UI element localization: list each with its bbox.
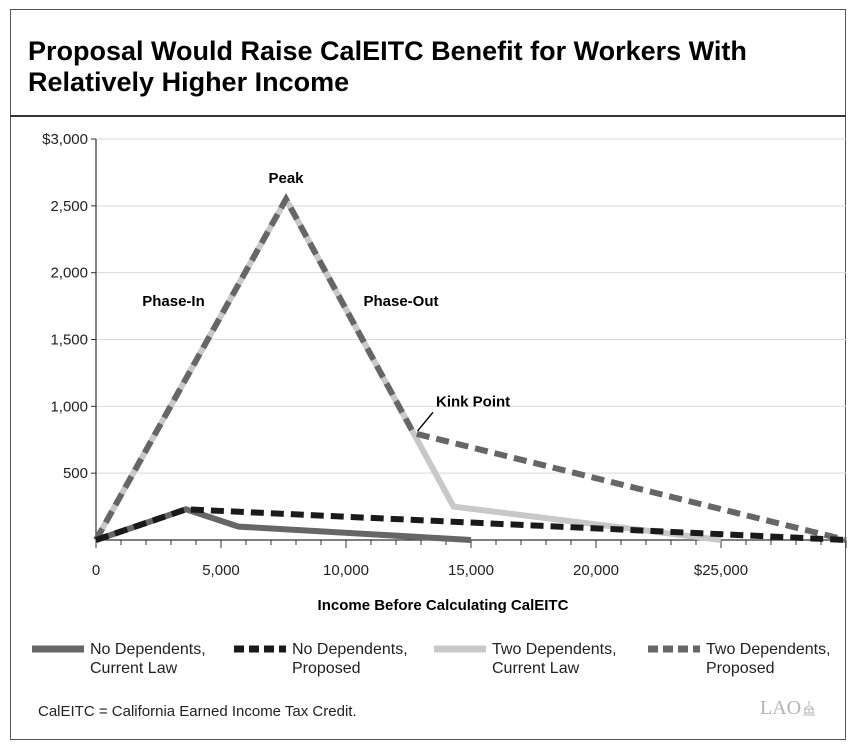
annotations: Peak Phase-In Phase-Out Kink Point [142, 170, 510, 432]
legend-label-line: No Dependents, [90, 641, 206, 658]
x-tick-label-0: 0 [92, 562, 100, 579]
legend-label-no-dependents-current-law: No Dependents, Current Law [90, 640, 206, 678]
legend-item-two-dependents-current-law: Two Dependents, Current Law [434, 640, 617, 678]
legend-label-two-dependents-current-law: Two Dependents, Current Law [492, 640, 617, 678]
series-line-no-dependents-proposed [95, 506, 847, 543]
legend: No Dependents, Current Law No Dependents, P… [0, 640, 854, 684]
x-axis-title: Income Before Calculating CalEITC [318, 597, 569, 614]
y-tick-label-1000: 1,000 [50, 398, 88, 415]
series [93, 192, 847, 543]
y-ticks: 500 1,000 1,500 2,000 2,500 $3,000 [42, 131, 96, 482]
legend-label-line: Current Law [90, 660, 178, 677]
capitol-dome-icon [803, 701, 816, 716]
legend-swatch-two-dependents-proposed [648, 645, 700, 653]
annotation-peak: Peak [268, 170, 304, 187]
x-tick-label-10000: 10,000 [323, 562, 369, 579]
annotation-phase-in: Phase-In [142, 293, 205, 310]
chart-title: Proposal Would Raise CalEITC Benefit for… [28, 36, 747, 97]
x-tick-label-5000: 5,000 [202, 562, 240, 579]
legend-item-no-dependents-current-law: No Dependents, Current Law [32, 640, 206, 678]
gridlines [96, 138, 846, 474]
x-ticks: 0 5,000 10,000 15,000 20,000 $25,000 [92, 540, 847, 579]
y-tick-label-500: 500 [63, 465, 88, 482]
series-line-two-dependents-current-law [93, 192, 722, 543]
legend-label-line: Two Dependents, [492, 641, 617, 658]
series-line-two-dependents-proposed [93, 192, 847, 543]
x-tick-label-20000: 20,000 [573, 562, 619, 579]
legend-swatch-no-dependents-proposed [234, 645, 286, 653]
annotation-phase-out: Phase-Out [363, 293, 438, 310]
legend-swatch-two-dependents-current-law [434, 645, 486, 653]
y-tick-label-2000: 2,000 [50, 265, 88, 282]
annotation-arrow-kink-point [416, 411, 434, 432]
y-tick-label-1500: 1,500 [50, 332, 88, 349]
footnote: CalEITC = California Earned Income Tax C… [38, 703, 357, 720]
legend-swatch-no-dependents-current-law [32, 645, 84, 653]
lao-logo-text: LAO [760, 697, 802, 719]
x-tick-label-15000: 15,000 [448, 562, 494, 579]
y-tick-label-3000: $3,000 [42, 131, 88, 148]
legend-label-line: Current Law [492, 660, 580, 677]
chart-frame [10, 9, 846, 740]
legend-label-two-dependents-proposed: Two Dependents, Proposed [706, 640, 831, 678]
legend-label-line: Two Dependents, [706, 641, 831, 658]
legend-label-line: Proposed [706, 660, 775, 677]
y-tick-label-2500: 2,500 [50, 198, 88, 215]
legend-label-no-dependents-proposed: No Dependents, Proposed [292, 640, 408, 678]
legend-item-no-dependents-proposed: No Dependents, Proposed [234, 640, 408, 678]
x-tick-label-25000: $25,000 [694, 562, 748, 579]
legend-item-two-dependents-proposed: Two Dependents, Proposed [648, 640, 831, 678]
legend-label-line: Proposed [292, 660, 361, 677]
legend-label-line: No Dependents, [292, 641, 408, 658]
title-divider [10, 115, 846, 117]
lao-logo: LAO [760, 697, 820, 723]
annotation-kink-point: Kink Point [436, 393, 510, 410]
